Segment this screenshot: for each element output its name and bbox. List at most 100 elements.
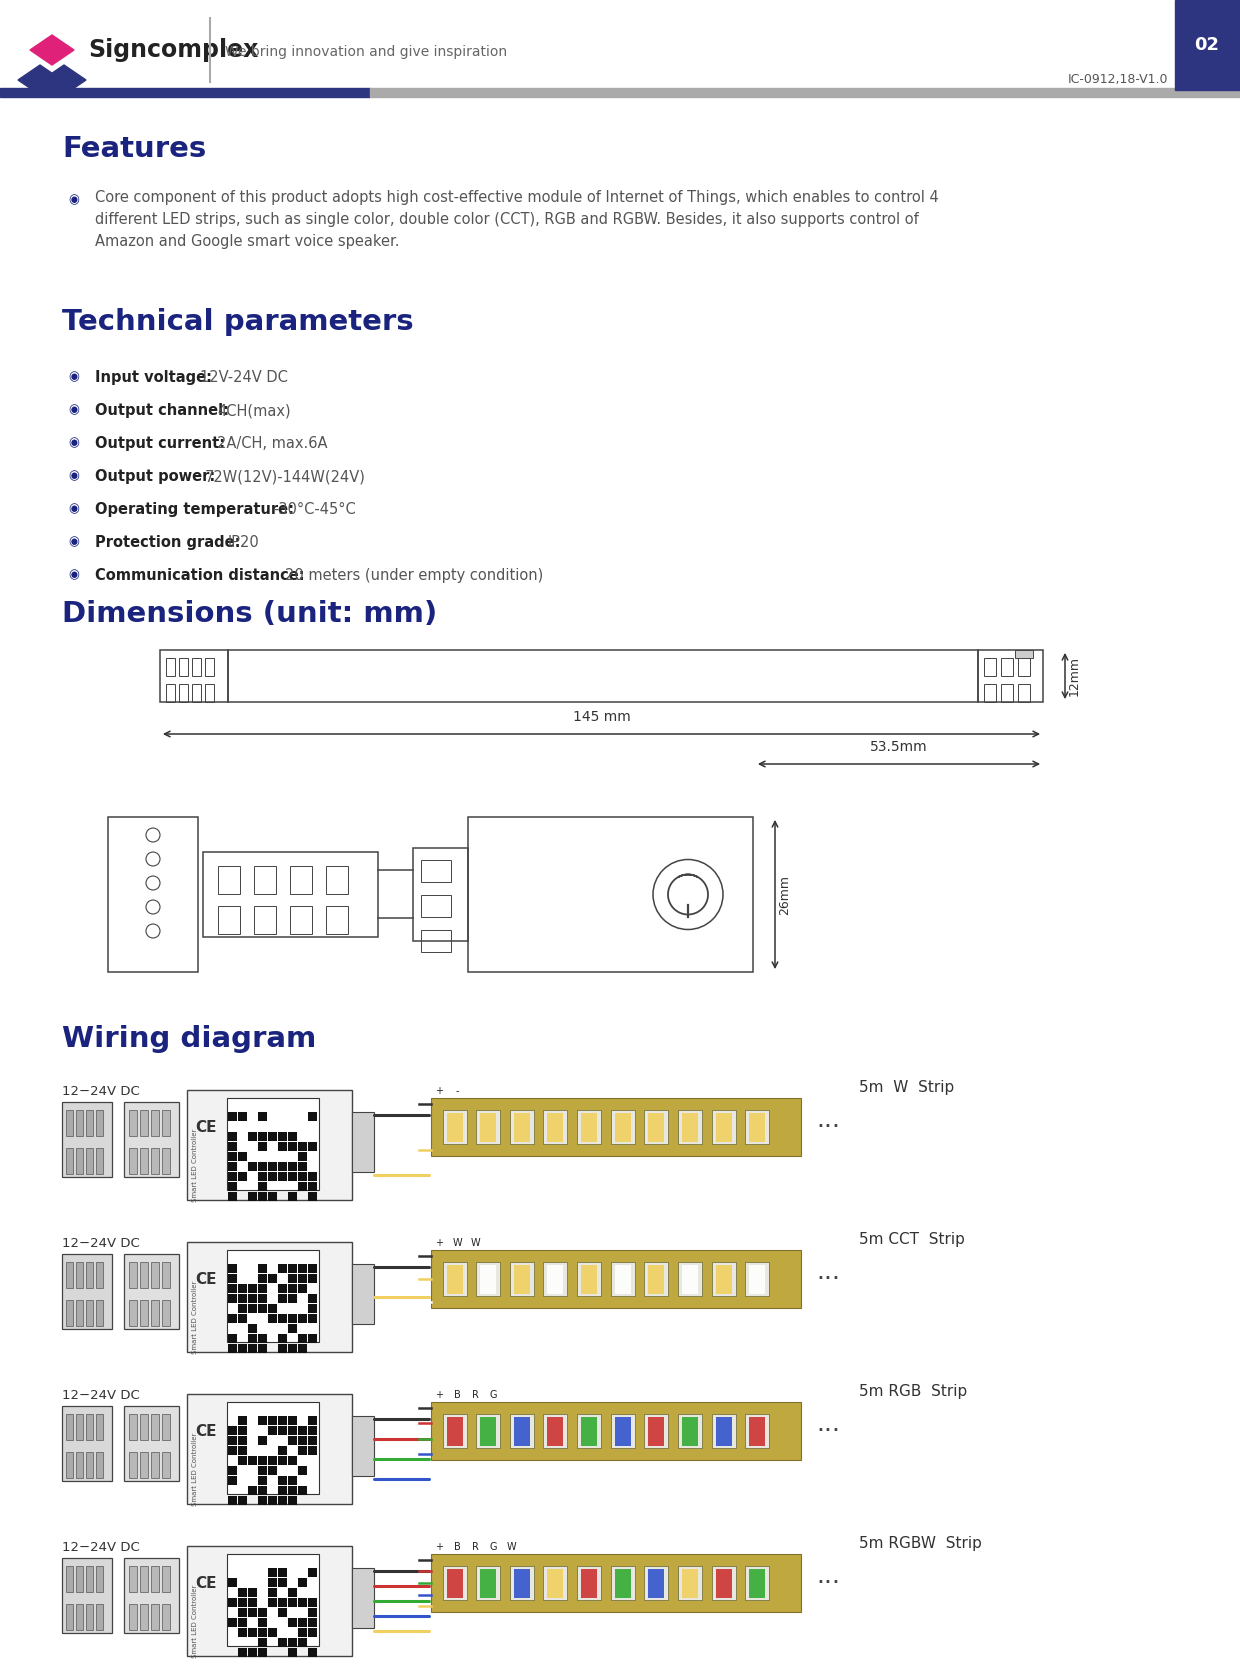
Bar <box>298 1275 308 1283</box>
Bar <box>278 1142 286 1150</box>
Bar <box>129 1452 136 1477</box>
Bar <box>258 1192 267 1201</box>
Text: Output channel:: Output channel: <box>95 402 229 418</box>
Bar <box>228 1315 237 1323</box>
Bar <box>86 1452 93 1477</box>
Bar <box>254 865 277 894</box>
Bar <box>258 1608 267 1617</box>
Text: ···: ··· <box>816 1419 839 1442</box>
Polygon shape <box>42 65 86 96</box>
Bar <box>413 849 467 941</box>
Bar <box>192 684 201 703</box>
Bar <box>248 1333 257 1343</box>
Bar <box>162 1414 170 1441</box>
Bar <box>238 1648 247 1657</box>
Text: W: W <box>470 1238 480 1248</box>
Bar <box>162 1149 170 1174</box>
Bar <box>140 1149 148 1174</box>
Bar <box>227 1098 319 1191</box>
Bar <box>645 1261 668 1296</box>
Bar <box>124 1405 179 1481</box>
Bar <box>278 1638 286 1647</box>
Bar <box>166 684 175 703</box>
Bar <box>62 1102 112 1177</box>
Bar <box>985 684 996 703</box>
Bar <box>258 1264 267 1273</box>
Bar <box>187 1394 352 1504</box>
Text: Output current:: Output current: <box>95 436 226 451</box>
Bar <box>308 1618 317 1627</box>
Bar <box>187 1090 352 1201</box>
Bar <box>288 1264 298 1273</box>
Bar <box>278 1608 286 1617</box>
Bar <box>543 1566 568 1600</box>
Bar <box>476 1414 500 1449</box>
Bar <box>749 1112 765 1142</box>
Bar <box>543 1110 568 1144</box>
Bar <box>615 1568 631 1598</box>
Bar <box>288 1275 298 1283</box>
Bar <box>258 1496 267 1504</box>
Text: CE: CE <box>195 1273 217 1288</box>
Bar <box>308 1305 317 1313</box>
Bar <box>66 1300 73 1327</box>
Bar <box>151 1603 159 1630</box>
Bar <box>288 1496 298 1504</box>
Bar <box>298 1578 308 1586</box>
Bar <box>649 1264 665 1293</box>
Bar <box>308 1598 317 1607</box>
Bar <box>308 1172 317 1181</box>
Bar <box>446 1112 463 1142</box>
Text: 145 mm: 145 mm <box>573 709 630 724</box>
Bar <box>187 1546 352 1655</box>
Text: ···: ··· <box>816 1571 839 1595</box>
Bar <box>577 1261 601 1296</box>
Bar <box>308 1264 317 1273</box>
Text: Dimensions (unit: mm): Dimensions (unit: mm) <box>62 600 438 627</box>
Bar <box>443 1261 466 1296</box>
Bar <box>288 1142 298 1150</box>
Bar <box>258 1285 267 1293</box>
Bar <box>162 1300 170 1327</box>
Bar <box>66 1149 73 1174</box>
Bar <box>238 1496 247 1504</box>
Bar <box>352 1415 374 1476</box>
Bar <box>446 1417 463 1446</box>
Bar <box>298 1638 308 1647</box>
Bar <box>228 1162 237 1171</box>
Bar <box>129 1263 136 1288</box>
Bar <box>645 1566 668 1600</box>
Bar <box>645 1414 668 1449</box>
Bar <box>678 1414 702 1449</box>
Bar <box>298 1466 308 1476</box>
Text: +: + <box>435 1238 443 1248</box>
Bar <box>278 1132 286 1140</box>
Bar <box>268 1588 277 1597</box>
Bar <box>76 1414 83 1441</box>
Bar <box>140 1566 148 1591</box>
Bar <box>268 1628 277 1637</box>
Text: R: R <box>471 1541 479 1551</box>
Bar <box>129 1603 136 1630</box>
Bar <box>288 1295 298 1303</box>
Bar <box>268 1275 277 1283</box>
Text: W: W <box>453 1238 461 1248</box>
Bar <box>124 1254 179 1328</box>
Bar <box>298 1628 308 1637</box>
Bar <box>298 1182 308 1191</box>
Bar <box>510 1566 533 1600</box>
Text: different LED strips, such as single color, double color (CCT), RGB and RGBW. Be: different LED strips, such as single col… <box>95 211 919 226</box>
Bar <box>162 1566 170 1591</box>
Bar <box>86 1263 93 1288</box>
Bar <box>278 1486 286 1494</box>
Bar <box>258 1343 267 1353</box>
Bar <box>308 1182 317 1191</box>
Text: 12−24V DC: 12−24V DC <box>62 1389 140 1402</box>
Bar <box>268 1162 277 1171</box>
Bar <box>95 1110 103 1135</box>
Bar <box>480 1417 496 1446</box>
Bar <box>258 1648 267 1657</box>
Bar <box>278 1172 286 1181</box>
Bar <box>268 1466 277 1476</box>
Text: ···: ··· <box>816 1268 839 1291</box>
